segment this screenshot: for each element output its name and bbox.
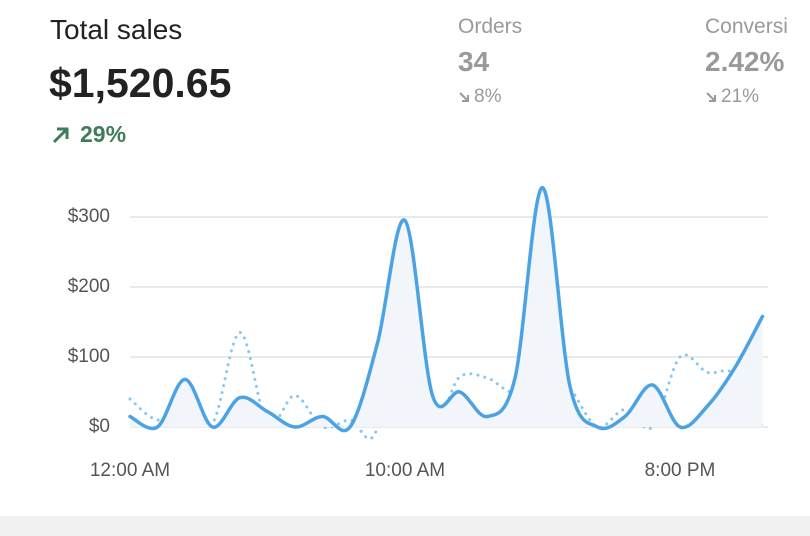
metric-label: Orders — [458, 15, 523, 38]
metric-value: 2.42% — [705, 46, 785, 77]
total-change: 29% — [80, 121, 127, 147]
series-line — [128, 185, 765, 433]
down-arrow-icon — [459, 92, 469, 102]
x-tick-label: 12:00 AM — [90, 460, 170, 481]
footer-band — [0, 516, 810, 536]
title: Total sales — [50, 14, 183, 45]
up-arrow-icon — [52, 127, 69, 144]
x-tick-label: 8:00 PM — [645, 460, 716, 481]
chart: $0 $100 $200 $300 12:00 AM 10:00 AM 8:00 PM — [68, 185, 768, 481]
metric-label: Conversi — [705, 15, 788, 38]
y-tick-label: $200 — [68, 276, 110, 297]
area — [130, 187, 763, 431]
y-tick-label: $0 — [89, 416, 110, 437]
metric-change: 8% — [474, 86, 502, 107]
down-arrow-icon — [706, 92, 716, 102]
y-tick-label: $100 — [68, 346, 110, 367]
metric-value: 34 — [458, 46, 490, 77]
metric-change: 21% — [721, 86, 760, 107]
total-value: $1,520.65 — [49, 60, 232, 106]
y-tick-label: $300 — [68, 206, 110, 227]
x-tick-label: 10:00 AM — [365, 460, 445, 481]
